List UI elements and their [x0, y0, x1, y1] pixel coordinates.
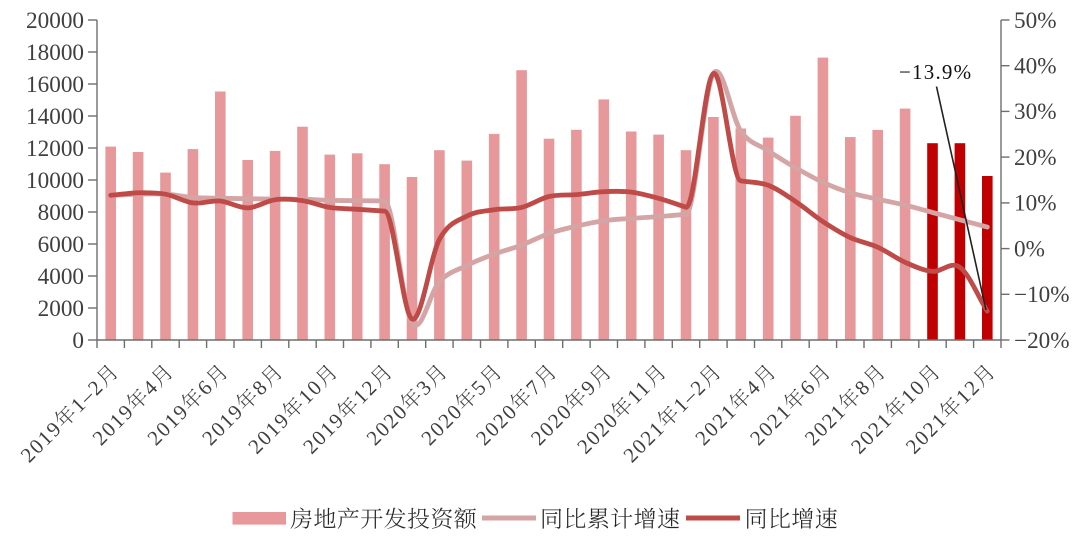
svg-text:2000: 2000	[38, 296, 84, 322]
svg-text:12000: 12000	[26, 136, 84, 162]
svg-text:6000: 6000	[38, 232, 84, 258]
svg-text:10%: 10%	[1014, 191, 1057, 217]
svg-text:10000: 10000	[26, 168, 84, 194]
svg-text:18000: 18000	[26, 40, 84, 66]
svg-text:20000: 20000	[26, 8, 84, 34]
svg-text:4000: 4000	[38, 264, 84, 290]
svg-text:0%: 0%	[1014, 236, 1045, 262]
svg-text:8000: 8000	[38, 200, 84, 226]
svg-text:−20%: −20%	[1014, 328, 1070, 354]
svg-text:−13.9%: −13.9%	[899, 60, 972, 84]
svg-text:14000: 14000	[26, 104, 84, 130]
svg-text:16000: 16000	[26, 72, 84, 98]
svg-text:50%: 50%	[1014, 8, 1057, 34]
svg-text:−10%: −10%	[1014, 282, 1070, 308]
svg-text:40%: 40%	[1014, 54, 1057, 80]
svg-text:30%: 30%	[1014, 99, 1057, 125]
svg-text:0: 0	[72, 328, 84, 354]
svg-text:20%: 20%	[1014, 145, 1057, 171]
